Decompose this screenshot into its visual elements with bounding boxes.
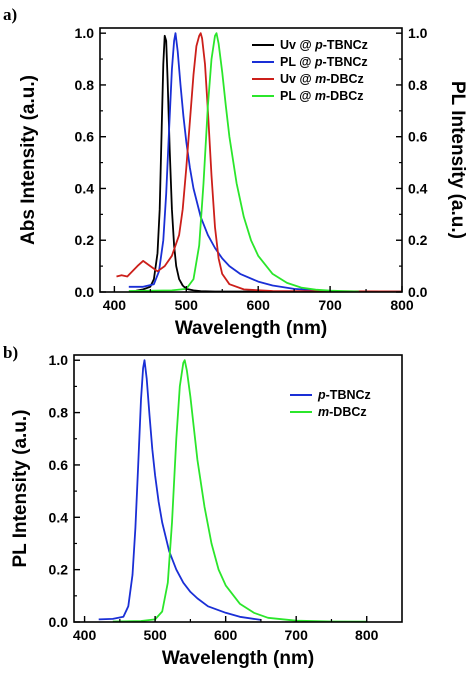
y-tick-label: 0.0	[75, 284, 95, 300]
x-tick-label: 700	[285, 627, 309, 643]
x-tick-label: 400	[73, 627, 97, 643]
x-tick-label: 800	[390, 297, 414, 313]
legend-entry: p-TBNCz	[317, 388, 371, 402]
legend-entry: PL @ p-TBNCz	[280, 55, 368, 69]
y-tick-label: 0.4	[49, 509, 69, 525]
plot-frame	[99, 27, 403, 293]
legend-entry-part: Uv @	[280, 72, 315, 86]
x-axis-title: Wavelength (nm)	[162, 648, 314, 669]
legend-entry-part: p	[314, 55, 323, 69]
y2-tick-label: 0.4	[408, 180, 428, 196]
x-tick-label: 800	[355, 627, 379, 643]
legend-entry-part: m	[315, 72, 326, 86]
legend-entry-part: -TBNCz	[326, 388, 371, 402]
x-tick-label: 600	[214, 627, 238, 643]
x-tick-label: 600	[247, 297, 271, 313]
y-tick-label: 0.8	[49, 405, 69, 421]
legend-entry-part: -DBCz	[326, 72, 364, 86]
legend-entry-part: -DBCz	[326, 89, 364, 103]
y2-tick-label: 0.8	[408, 77, 428, 93]
y-tick-label: 0.0	[49, 614, 69, 630]
series-line	[112, 359, 367, 623]
series-line	[128, 32, 331, 292]
y-tick-label: 0.4	[75, 180, 95, 196]
legend-entry: PL @ m-DBCz	[280, 89, 364, 103]
series-line	[128, 32, 359, 293]
x-tick-label: 500	[175, 297, 199, 313]
y-tick-label: 0.8	[75, 77, 95, 93]
legend-entry-part: PL @	[280, 89, 315, 103]
legend-entry: Uv @ p-TBNCz	[280, 38, 368, 52]
legend-entry-part: p	[314, 38, 323, 52]
legend-entry: Uv @ m-DBCz	[280, 72, 364, 86]
x-tick-label: 700	[318, 297, 342, 313]
legend-entry-part: -TBNCz	[323, 55, 368, 69]
plot-frame	[73, 354, 403, 623]
legend-entry: m-DBCz	[318, 405, 367, 419]
legend-entry-part: p	[317, 388, 326, 402]
legend-entry-part: PL @	[280, 55, 315, 69]
y2-tick-label: 0.0	[408, 284, 428, 300]
legend-entry-part: -DBCz	[329, 405, 367, 419]
y-tick-label: 0.2	[75, 232, 95, 248]
legend-entry-part: Uv @	[280, 38, 315, 52]
y-axis-title: Abs Intensity (a.u.)	[18, 75, 39, 245]
series-line	[98, 359, 262, 621]
y-axis-title: PL Intensity (a.u.)	[10, 409, 31, 567]
panel-label: b)	[3, 343, 18, 362]
y2-tick-label: 1.0	[408, 25, 428, 41]
panel-b-chart: b) 400 500 600 700 800 0.0 0.2 0.4 0.6 0.8 1.0 Wavel…	[3, 343, 403, 669]
legend-entry-part: m	[315, 89, 326, 103]
x-axis-title: Wavelength (nm)	[175, 318, 327, 339]
y-tick-label: 1.0	[75, 25, 95, 41]
series-line	[116, 32, 403, 293]
x-tick-label: 500	[143, 627, 167, 643]
y-tick-label: 1.0	[49, 352, 69, 368]
legend-entry-part: m	[318, 405, 329, 419]
y2-tick-label: 0.6	[408, 129, 428, 145]
y2-axis-title: PL Intensity (a.u.)	[447, 81, 468, 239]
legend-entry-part: -TBNCz	[323, 38, 368, 52]
y-tick-label: 0.6	[75, 129, 95, 145]
y2-tick-label: 0.2	[408, 232, 428, 248]
y-tick-label: 0.2	[49, 562, 69, 578]
panel-label: a)	[3, 5, 17, 24]
y-tick-label: 0.6	[49, 457, 69, 473]
x-tick-label: 400	[103, 297, 127, 313]
